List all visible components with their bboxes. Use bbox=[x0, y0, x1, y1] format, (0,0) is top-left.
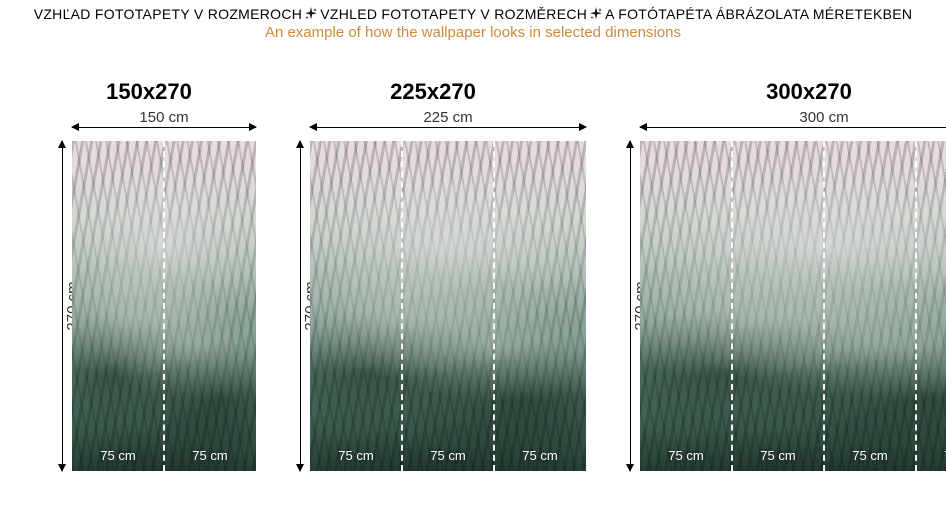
header-seg-cz: VZHLED FOTOTAPETY V ROZMĚRECH bbox=[320, 6, 587, 22]
panel-title: 150x270 bbox=[106, 79, 192, 105]
strip-divider bbox=[493, 141, 495, 471]
header-subtitle: An example of how the wallpaper looks in… bbox=[0, 24, 946, 41]
sparkle-icon bbox=[304, 7, 318, 21]
height-arrow bbox=[630, 141, 631, 471]
size-panel: 225x270 225 cm 270 cm 75 cm 75 cm 75 cm bbox=[280, 79, 586, 471]
strip-width-label: 75 cm bbox=[522, 448, 557, 463]
width-dimension: 300 cm bbox=[640, 111, 946, 139]
strip-divider bbox=[401, 141, 403, 471]
size-panel: 300x270300 cm270 cm75 cm75 cm75 cm75 cm bbox=[610, 79, 946, 471]
width-label: 225 cm bbox=[419, 109, 476, 126]
width-dimension: 150 cm bbox=[72, 111, 256, 139]
wallpaper-preview: 75 cm 75 cm bbox=[72, 141, 256, 471]
header-seg-sk: VZHĽAD FOTOTAPETY V ROZMEROCH bbox=[34, 6, 303, 22]
strip-width-label: 75 cm bbox=[668, 448, 703, 463]
strip-divider bbox=[915, 141, 917, 471]
fog-overlay bbox=[640, 141, 946, 471]
panel-body: 270 cm75 cm75 cm75 cm75 cm bbox=[610, 141, 946, 471]
panels-row: 150x270 150 cm 270 cm 75 cm 75 cm 225x270 225 … bbox=[0, 41, 946, 471]
width-arrow bbox=[310, 127, 586, 128]
strip-divider bbox=[823, 141, 825, 471]
strip-width-label: 75 cm bbox=[760, 448, 795, 463]
width-dimension: 225 cm bbox=[310, 111, 586, 139]
strip-width-label: 75 cm bbox=[430, 448, 465, 463]
panel-title: 300x270 bbox=[766, 79, 852, 105]
height-arrow bbox=[300, 141, 301, 471]
header-seg-hu: A FOTÓTAPÉTA ÁBRÁZOLATA MÉRETEKBEN bbox=[605, 6, 912, 22]
height-dimension: 270 cm bbox=[280, 141, 310, 471]
height-dimension: 270 cm bbox=[42, 141, 72, 471]
wallpaper-preview: 75 cm75 cm75 cm75 cm bbox=[640, 141, 946, 471]
width-arrow bbox=[640, 127, 946, 128]
strip-divider bbox=[163, 141, 165, 471]
strip-width-label: 75 cm bbox=[100, 448, 135, 463]
header: VZHĽAD FOTOTAPETY V ROZMEROCH VZHLED FOT… bbox=[0, 0, 946, 41]
strip-divider bbox=[731, 141, 733, 471]
sparkle-icon bbox=[589, 7, 603, 21]
width-arrow bbox=[72, 127, 256, 128]
size-panel: 150x270 150 cm 270 cm 75 cm 75 cm bbox=[42, 79, 256, 471]
panel-body: 270 cm 75 cm 75 cm 75 cm bbox=[280, 141, 586, 471]
strip-width-label: 75 cm bbox=[852, 448, 887, 463]
wallpaper-preview: 75 cm 75 cm 75 cm bbox=[310, 141, 586, 471]
fog-overlay bbox=[310, 141, 586, 471]
width-label: 150 cm bbox=[135, 109, 192, 126]
height-dimension: 270 cm bbox=[610, 141, 640, 471]
panel-body: 270 cm 75 cm 75 cm bbox=[42, 141, 256, 471]
height-arrow bbox=[62, 141, 63, 471]
panel-title: 225x270 bbox=[390, 79, 476, 105]
strip-width-label: 75 cm bbox=[192, 448, 227, 463]
strip-width-label: 75 cm bbox=[338, 448, 373, 463]
width-label: 300 cm bbox=[795, 109, 852, 126]
header-multilang-line: VZHĽAD FOTOTAPETY V ROZMEROCH VZHLED FOT… bbox=[0, 6, 946, 22]
